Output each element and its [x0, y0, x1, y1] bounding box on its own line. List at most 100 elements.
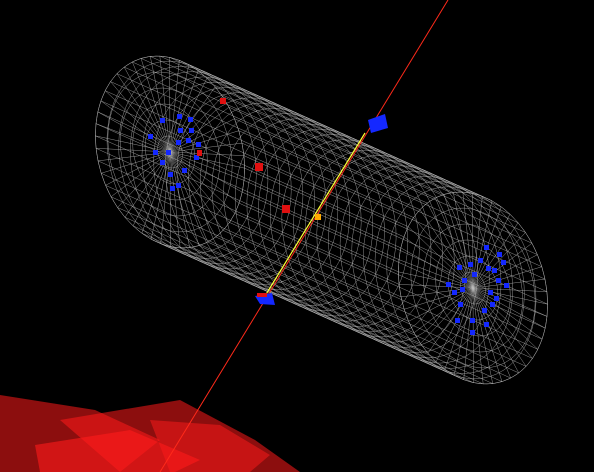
endcap-spoke — [100, 100, 171, 153]
endcap-hit — [170, 186, 175, 191]
endcap-spoke — [472, 266, 542, 289]
endcap-hit — [496, 278, 501, 283]
mesh-ring — [130, 71, 280, 264]
endcap-hit — [455, 318, 460, 323]
endcap-hit — [460, 287, 465, 292]
endcap-spoke — [407, 226, 474, 289]
endcap-hit — [196, 142, 201, 147]
endcap-hit — [148, 134, 153, 139]
mesh-ring — [176, 92, 327, 285]
mesh-ring — [328, 160, 478, 353]
barrel-red-hit — [282, 205, 290, 213]
endcap-hit — [182, 168, 187, 173]
endcap-spoke — [169, 151, 245, 181]
mesh-ring — [258, 128, 409, 322]
endcap-spoke — [140, 58, 171, 153]
endcap-hit — [168, 172, 173, 177]
endcap-hit — [189, 128, 194, 133]
mesh-ring — [223, 113, 374, 306]
endcap-spoke — [169, 151, 240, 204]
endcap-spoke — [472, 287, 539, 350]
endcap-spoke — [169, 151, 236, 214]
endcap-hit — [166, 150, 171, 155]
endcap-spoke — [169, 151, 216, 238]
endcap-spoke — [124, 66, 171, 153]
endcap-spoke — [169, 78, 208, 153]
endcap-hit — [188, 117, 193, 122]
mesh-ring — [269, 134, 420, 327]
mesh-ring — [165, 87, 315, 280]
endcap-hit — [470, 318, 475, 323]
endcap-spoke — [472, 287, 493, 384]
mesh-ring — [153, 81, 304, 275]
endcap-spoke — [169, 130, 239, 153]
mesh-ring — [211, 108, 362, 301]
endcap-hit — [484, 322, 489, 327]
hit-markers — [148, 98, 509, 335]
endcap-spoke — [169, 151, 245, 169]
endcap-spoke — [420, 287, 474, 344]
endcap-spoke — [419, 209, 474, 289]
endcap-hit — [160, 160, 165, 165]
endcap-spoke — [472, 287, 543, 340]
endcap-spoke — [150, 56, 171, 153]
endcap-spoke — [403, 236, 474, 289]
mesh-ring — [141, 76, 292, 270]
endcap-spoke — [95, 123, 171, 153]
endcap-spoke — [408, 287, 474, 322]
endcap-spoke — [116, 73, 171, 153]
endcap-spoke — [169, 151, 230, 223]
endcap-hit — [494, 296, 499, 301]
mesh-ring — [316, 155, 467, 348]
endcap-spoke — [110, 81, 171, 153]
endcap-spoke — [472, 287, 548, 317]
barrel-red-hit — [197, 150, 202, 156]
endcap-spoke — [169, 151, 181, 248]
endcap-hit — [177, 114, 182, 119]
endcap-spoke — [169, 151, 224, 231]
vertex-marker — [315, 214, 321, 220]
barrel-red-hit — [255, 163, 263, 171]
endcap-spoke — [463, 287, 474, 380]
endcap-spoke — [95, 135, 171, 153]
endcap-spoke — [472, 287, 548, 305]
endcap-hit — [497, 252, 502, 257]
endcap-spoke — [413, 217, 474, 289]
endcap-spoke — [169, 151, 200, 246]
endcap-spoke — [427, 202, 474, 289]
endcap-hit — [176, 140, 181, 145]
endcap-hit — [478, 258, 483, 263]
endcap-hit — [472, 272, 477, 277]
mesh-ring — [118, 66, 269, 259]
endcap-hit — [458, 302, 463, 307]
endcap-spoke — [472, 287, 547, 292]
endcap-spoke — [472, 222, 519, 289]
endcap-spoke — [159, 56, 171, 153]
endcap-spoke — [443, 194, 474, 289]
endcap-spoke — [472, 254, 538, 289]
endcap-spoke — [169, 151, 208, 243]
endcap-spoke — [398, 259, 474, 289]
endcap-spoke — [435, 287, 474, 362]
barrel-red-hit — [220, 98, 226, 104]
endcap-hit — [176, 183, 181, 188]
endcap-hit — [470, 330, 475, 335]
mesh-ring — [351, 170, 502, 364]
endcap-spoke — [472, 287, 484, 384]
mesh-ring — [188, 97, 339, 291]
endcap-spoke — [472, 232, 526, 289]
endcap-spoke — [169, 118, 235, 153]
endcap-hit — [504, 283, 509, 288]
endcap-hit — [452, 290, 457, 295]
endcap-spoke — [150, 151, 171, 240]
mesh-ring — [200, 102, 350, 296]
mesh-ring — [234, 118, 385, 312]
endcap-hit — [482, 308, 487, 313]
endcap-hit — [178, 128, 183, 133]
beam-line — [159, 0, 449, 472]
endcap-spoke — [141, 151, 171, 234]
endcap-spoke — [472, 243, 533, 289]
endcap-spoke — [472, 214, 511, 289]
mesh-ring — [246, 123, 397, 317]
